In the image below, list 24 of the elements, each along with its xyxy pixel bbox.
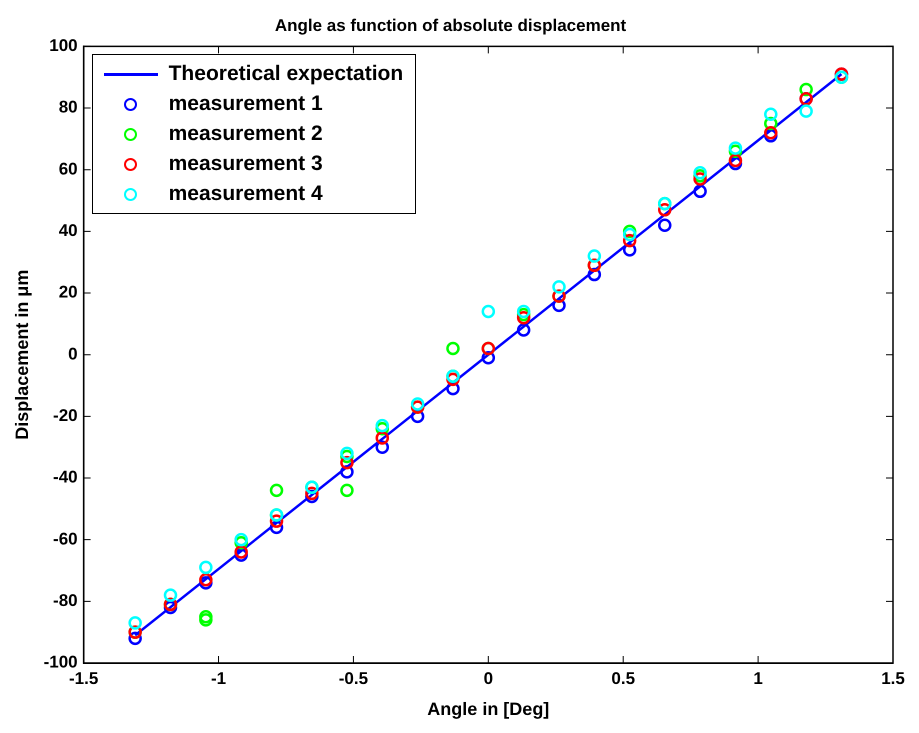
- y-tick-label: -40: [53, 468, 78, 487]
- x-axis-title: Angle in [Deg]: [427, 699, 550, 720]
- y-tick-label: -80: [53, 591, 78, 610]
- legend-label: measurement 4: [168, 182, 323, 206]
- chart-title: Angle as function of absolute displacement: [274, 16, 627, 35]
- y-tick-label: 60: [58, 159, 78, 178]
- legend-label: measurement 3: [168, 152, 323, 176]
- x-tick-label: 1: [753, 668, 763, 688]
- legend-label: measurement 1: [168, 92, 323, 116]
- x-tick-label: -1: [210, 668, 226, 688]
- y-tick-label: -20: [53, 406, 78, 426]
- legend-label: measurement 2: [168, 122, 323, 146]
- x-tick-label: 0.5: [611, 668, 636, 688]
- y-tick-label: 100: [49, 36, 78, 56]
- y-tick-label: -60: [53, 529, 78, 548]
- legend-label: Theoretical expectation: [168, 62, 404, 86]
- y-axis-title: Displacement in μm: [12, 270, 32, 440]
- y-tick-label: 20: [58, 282, 78, 302]
- y-tick-label: 0: [68, 344, 78, 364]
- x-tick-label: 0: [484, 668, 494, 688]
- x-tick-label: 1.5: [881, 668, 905, 688]
- y-tick-label: 80: [58, 98, 78, 117]
- x-tick-label: -0.5: [338, 668, 368, 688]
- y-tick-label: 40: [58, 221, 78, 240]
